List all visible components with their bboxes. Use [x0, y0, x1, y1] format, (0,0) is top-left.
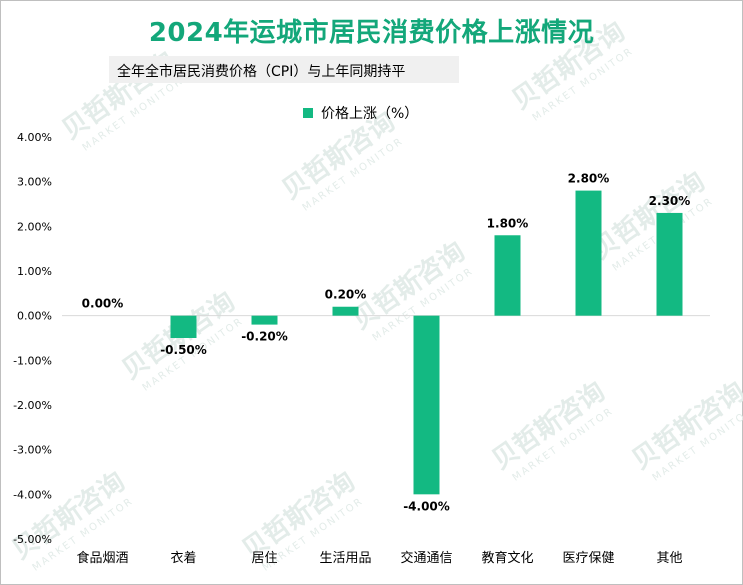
x-tick-label: 居住 — [251, 551, 277, 566]
bar-5 — [494, 235, 521, 316]
y-tick-label: -1.00% — [13, 354, 52, 367]
data-label: 0.20% — [325, 288, 367, 302]
x-tick-label: 教育文化 — [481, 550, 533, 566]
legend: 价格上涨（%） — [303, 103, 418, 123]
legend-label: 价格上涨（%） — [321, 106, 419, 122]
x-tick-label: 医疗保健 — [562, 551, 614, 566]
x-axis: 食品烟酒 衣着 居住 生活用品 交通通信 教育文化 医疗保健 其他 — [76, 550, 682, 566]
data-label: -0.50% — [160, 343, 207, 357]
x-tick-label: 生活用品 — [319, 551, 371, 566]
y-tick-label: -5.00% — [13, 533, 52, 546]
bars: 0.00% -0.50% -0.20% 0.20% -4.00% 1.80% 2.80% 2.… — [82, 172, 691, 514]
data-label: 1.80% — [487, 216, 529, 230]
y-tick-label: 4.00% — [17, 131, 52, 144]
subtitle-box — [109, 56, 459, 83]
y-tick-label: 1.00% — [17, 265, 52, 278]
y-tick-label: 3.00% — [17, 176, 52, 189]
x-tick-label: 食品烟酒 — [76, 550, 128, 566]
x-tick-label: 交通通信 — [400, 550, 452, 566]
y-tick-label: 0.00% — [17, 310, 52, 323]
bar-3 — [332, 306, 359, 316]
legend-swatch — [303, 108, 313, 118]
data-label: 0.00% — [82, 297, 124, 311]
x-tick-label: 其他 — [656, 551, 682, 566]
y-tick-label: -2.00% — [13, 399, 52, 412]
x-tick-label: 衣着 — [170, 550, 196, 566]
bar-4 — [413, 315, 440, 495]
data-label: -0.20% — [241, 330, 288, 344]
data-label: 2.30% — [649, 194, 691, 208]
bar-6 — [575, 190, 602, 316]
data-label: 2.80% — [568, 172, 610, 186]
bar-7 — [656, 212, 683, 316]
bar-1 — [170, 315, 197, 338]
y-tick-label: -3.00% — [13, 444, 52, 457]
chart-title: 2024年运城市居民消费价格上涨情况 — [148, 18, 595, 48]
data-label: -4.00% — [403, 499, 450, 513]
y-tick-label: 2.00% — [17, 220, 52, 233]
y-axis: 4.00% 3.00% 2.00% 1.00% 0.00% -1.00% -2.00% -3.… — [13, 131, 52, 546]
bar-2 — [251, 315, 278, 325]
chart-subtitle: 全年全市居民消费价格（CPI）与上年同期持平 — [117, 64, 406, 80]
y-tick-label: -4.00% — [13, 488, 52, 501]
